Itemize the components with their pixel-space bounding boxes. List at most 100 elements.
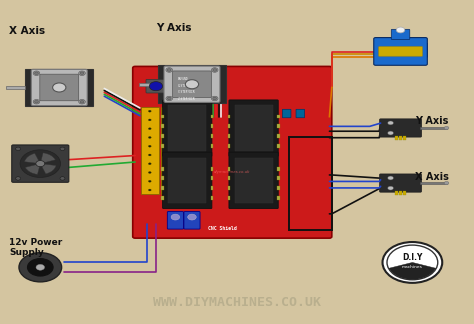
Circle shape — [79, 99, 85, 104]
Circle shape — [169, 163, 172, 165]
Circle shape — [169, 119, 172, 121]
Bar — [161, 114, 164, 118]
Circle shape — [167, 97, 171, 100]
Bar — [420, 127, 447, 129]
Text: Supply: Supply — [9, 248, 44, 257]
Circle shape — [80, 72, 84, 75]
Circle shape — [169, 154, 172, 156]
Bar — [277, 167, 280, 171]
Bar — [228, 196, 230, 200]
FancyBboxPatch shape — [12, 145, 69, 182]
Bar — [228, 177, 230, 180]
Bar — [161, 134, 164, 138]
Text: Y Axis: Y Axis — [415, 117, 448, 126]
FancyBboxPatch shape — [256, 107, 274, 194]
Bar — [161, 186, 164, 190]
Circle shape — [80, 100, 84, 103]
Circle shape — [53, 83, 66, 92]
Circle shape — [148, 171, 151, 173]
Bar — [228, 134, 230, 138]
Circle shape — [169, 136, 172, 138]
FancyBboxPatch shape — [296, 109, 304, 118]
FancyBboxPatch shape — [168, 158, 206, 203]
Bar — [161, 167, 164, 171]
Bar — [211, 114, 213, 118]
Text: D.I.Y: D.I.Y — [402, 253, 422, 262]
Text: Z.STEP/DIR: Z.STEP/DIR — [178, 97, 195, 101]
FancyBboxPatch shape — [379, 47, 422, 56]
Circle shape — [185, 80, 199, 89]
Circle shape — [188, 214, 196, 220]
FancyBboxPatch shape — [229, 152, 278, 209]
Circle shape — [148, 189, 151, 191]
Circle shape — [16, 147, 20, 150]
FancyBboxPatch shape — [25, 69, 93, 106]
FancyBboxPatch shape — [31, 69, 87, 106]
Bar — [161, 177, 164, 180]
FancyBboxPatch shape — [235, 158, 273, 203]
Circle shape — [33, 99, 40, 104]
Circle shape — [20, 150, 61, 178]
Bar — [161, 144, 164, 147]
Circle shape — [19, 253, 62, 282]
Text: machines: machines — [402, 265, 423, 269]
FancyBboxPatch shape — [417, 43, 428, 57]
Circle shape — [35, 72, 38, 75]
FancyBboxPatch shape — [163, 100, 212, 156]
Circle shape — [213, 97, 217, 100]
FancyBboxPatch shape — [168, 105, 206, 151]
Text: X.STEP/DIR: X.STEP/DIR — [178, 84, 195, 88]
FancyBboxPatch shape — [374, 38, 427, 65]
Bar — [228, 114, 230, 118]
Circle shape — [169, 189, 172, 191]
Bar — [228, 144, 230, 147]
Bar — [399, 191, 402, 195]
Bar — [211, 134, 213, 138]
FancyBboxPatch shape — [133, 66, 332, 238]
Bar — [277, 186, 280, 190]
Circle shape — [171, 214, 180, 220]
Bar — [211, 124, 213, 128]
Circle shape — [388, 121, 393, 125]
Bar — [228, 186, 230, 190]
Bar — [289, 137, 332, 230]
Bar — [403, 191, 406, 195]
Circle shape — [444, 181, 449, 185]
Bar — [395, 191, 398, 195]
Circle shape — [148, 145, 151, 147]
Circle shape — [27, 259, 53, 276]
Circle shape — [36, 264, 45, 270]
Bar — [399, 136, 402, 140]
Wedge shape — [389, 262, 436, 279]
Circle shape — [211, 96, 218, 101]
Circle shape — [211, 68, 218, 72]
Bar — [211, 186, 213, 190]
Circle shape — [148, 180, 151, 182]
Bar — [211, 167, 213, 171]
Bar — [277, 196, 280, 200]
Circle shape — [148, 136, 151, 138]
Bar — [161, 196, 164, 200]
FancyBboxPatch shape — [391, 29, 410, 40]
Bar — [228, 124, 230, 128]
Wedge shape — [40, 164, 56, 174]
FancyBboxPatch shape — [236, 107, 254, 194]
FancyBboxPatch shape — [141, 107, 159, 194]
Circle shape — [213, 69, 217, 71]
Bar — [139, 83, 158, 86]
Circle shape — [169, 145, 172, 147]
Wedge shape — [25, 153, 40, 164]
Bar — [6, 86, 25, 89]
Circle shape — [444, 126, 449, 130]
Bar — [277, 124, 280, 128]
FancyBboxPatch shape — [40, 74, 79, 101]
FancyBboxPatch shape — [173, 71, 211, 98]
Circle shape — [388, 176, 393, 180]
Text: Y Axis: Y Axis — [156, 23, 192, 33]
Circle shape — [60, 177, 65, 180]
FancyBboxPatch shape — [283, 109, 291, 118]
FancyBboxPatch shape — [382, 43, 392, 57]
Bar — [277, 114, 280, 118]
Circle shape — [148, 154, 151, 156]
Text: X Axis: X Axis — [9, 26, 46, 36]
